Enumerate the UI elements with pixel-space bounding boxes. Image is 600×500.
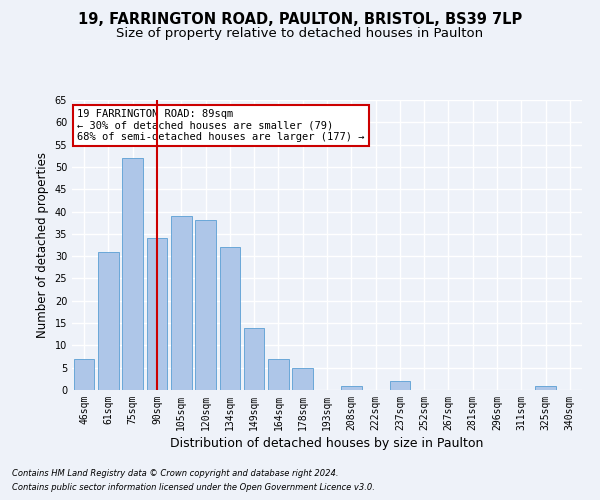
Text: Size of property relative to detached houses in Paulton: Size of property relative to detached ho…: [116, 28, 484, 40]
Bar: [171, 216, 191, 390]
Bar: [341, 386, 362, 390]
Bar: [389, 381, 410, 390]
Text: Contains HM Land Registry data © Crown copyright and database right 2024.: Contains HM Land Registry data © Crown c…: [12, 468, 338, 477]
Text: Contains public sector information licensed under the Open Government Licence v3: Contains public sector information licen…: [12, 484, 375, 492]
Bar: [146, 238, 167, 390]
Bar: [195, 220, 216, 390]
Bar: [220, 247, 240, 390]
Text: 19 FARRINGTON ROAD: 89sqm
← 30% of detached houses are smaller (79)
68% of semi-: 19 FARRINGTON ROAD: 89sqm ← 30% of detac…: [77, 108, 365, 142]
Bar: [244, 328, 265, 390]
Bar: [122, 158, 143, 390]
Text: 19, FARRINGTON ROAD, PAULTON, BRISTOL, BS39 7LP: 19, FARRINGTON ROAD, PAULTON, BRISTOL, B…: [78, 12, 522, 28]
Bar: [292, 368, 313, 390]
Y-axis label: Number of detached properties: Number of detached properties: [36, 152, 49, 338]
Bar: [98, 252, 119, 390]
Bar: [74, 359, 94, 390]
X-axis label: Distribution of detached houses by size in Paulton: Distribution of detached houses by size …: [170, 437, 484, 450]
Bar: [268, 359, 289, 390]
Bar: [535, 386, 556, 390]
